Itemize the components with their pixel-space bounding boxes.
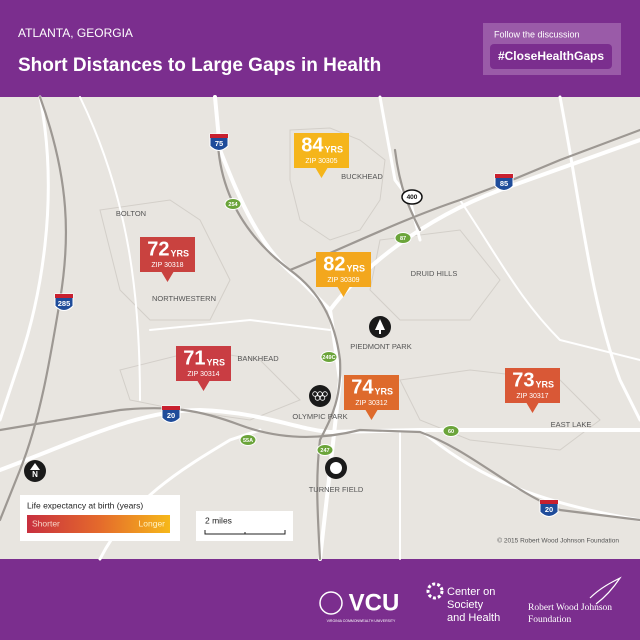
place-label: OLYMPIC PARK bbox=[292, 412, 347, 421]
interstate-shield bbox=[209, 133, 229, 151]
marker-value: 82 bbox=[323, 253, 345, 275]
credit: © 2015 Robert Wood Johnson Foundation bbox=[497, 537, 619, 545]
place-label: BANKHEAD bbox=[237, 354, 279, 363]
marker-value: 74 bbox=[351, 376, 374, 398]
baseball bbox=[330, 462, 342, 474]
state-route-shield bbox=[442, 425, 460, 437]
marker-unit: YRS bbox=[347, 263, 366, 273]
rwjf-wing bbox=[589, 576, 622, 605]
park-tree bbox=[375, 319, 385, 334]
state-route-number: 60 bbox=[448, 429, 454, 435]
marker-unit: YRS bbox=[171, 248, 190, 258]
center-line: Center on bbox=[447, 586, 495, 598]
rwjf-line: Foundation bbox=[528, 615, 572, 625]
location: ATLANTA, GEORGIA bbox=[18, 26, 133, 40]
marker bbox=[294, 133, 349, 178]
marker-zip: ZIP 30305 bbox=[305, 158, 337, 165]
north-label: N bbox=[32, 470, 38, 479]
interstate-band bbox=[540, 500, 558, 504]
state-route-number: 254 bbox=[228, 202, 238, 208]
interstate-band bbox=[55, 294, 73, 298]
place-label: EAST LAKE bbox=[551, 420, 592, 429]
marker-unit: YRS bbox=[207, 357, 226, 367]
interstate-shield bbox=[494, 173, 514, 191]
interstate-number: 85 bbox=[500, 179, 508, 188]
marker-zip: ZIP 30309 bbox=[327, 277, 359, 284]
vcu-logo: VCU bbox=[349, 589, 400, 616]
marker-unit: YRS bbox=[325, 144, 344, 154]
olympic-ring bbox=[319, 395, 326, 401]
center-line: Society bbox=[447, 599, 484, 611]
marker-zip: ZIP 30318 bbox=[151, 262, 183, 269]
place-label: DRUID HILLS bbox=[411, 269, 458, 278]
marker bbox=[316, 252, 371, 297]
interstate-number: 285 bbox=[58, 299, 71, 308]
interstate-band bbox=[210, 134, 228, 138]
marker-value: 73 bbox=[512, 369, 534, 391]
place-label: BUCKHEAD bbox=[341, 172, 383, 181]
interstate-shield bbox=[539, 499, 559, 517]
place-label: NORTHWESTERN bbox=[152, 294, 216, 303]
legend-low: Shorter bbox=[32, 518, 60, 528]
state-route-number: 87 bbox=[400, 236, 406, 242]
us-route-number: 400 bbox=[407, 194, 418, 201]
state-route-shield bbox=[224, 198, 242, 210]
us-route-shield bbox=[401, 189, 423, 205]
marker-value: 71 bbox=[183, 347, 205, 369]
interstate-number: 20 bbox=[545, 505, 553, 514]
vcu-seal bbox=[319, 591, 343, 615]
state-route-number: 249C bbox=[322, 355, 335, 361]
interstate-band bbox=[495, 174, 513, 178]
state-route-shield bbox=[320, 351, 338, 363]
center-line: and Health bbox=[447, 612, 500, 624]
north-arrowhead bbox=[30, 463, 40, 470]
rwjf-line: Robert Wood Johnson bbox=[528, 603, 612, 613]
scale-bar bbox=[204, 530, 286, 535]
place-label: TURNER FIELD bbox=[309, 485, 364, 494]
interstate-shield bbox=[161, 405, 181, 423]
hashtag-pill[interactable] bbox=[490, 44, 612, 69]
state-route-number: 247 bbox=[320, 448, 329, 454]
scale-box bbox=[196, 511, 293, 541]
north-arrow bbox=[24, 460, 46, 482]
interstate-shield bbox=[54, 293, 74, 311]
marker bbox=[140, 237, 195, 282]
center-icon bbox=[426, 582, 444, 600]
state-route-shield bbox=[316, 444, 334, 456]
vcu-full: VIRGINIA COMMONWEALTH UNIVERSITY bbox=[327, 619, 396, 623]
marker-zip: ZIP 30312 bbox=[355, 400, 387, 407]
marker-unit: YRS bbox=[536, 379, 555, 389]
marker-zip: ZIP 30317 bbox=[516, 393, 548, 400]
marker-unit: YRS bbox=[375, 386, 394, 396]
marker bbox=[505, 368, 560, 413]
marker bbox=[344, 375, 399, 420]
state-route-shield bbox=[239, 434, 257, 446]
legend-title: Life expectancy at birth (years) bbox=[27, 500, 143, 510]
follow-text: Follow the discussion bbox=[494, 29, 580, 39]
marker-value: 84 bbox=[301, 134, 324, 156]
scale-label: 2 miles bbox=[205, 515, 232, 525]
legend-gradient bbox=[27, 515, 170, 533]
olympic-ring bbox=[322, 391, 328, 397]
interstate-number: 20 bbox=[167, 411, 175, 420]
legend-high: Longer bbox=[139, 518, 166, 528]
marker-zip: ZIP 30314 bbox=[187, 371, 219, 378]
place-label: BOLTON bbox=[116, 209, 146, 218]
map-layer: BUCKHEAD BOLTON DRUID HILLS NORTHWESTERN PIE… bbox=[54, 133, 592, 517]
marker-value: 72 bbox=[147, 238, 169, 260]
title: Short Distances to Large Gaps in Health bbox=[18, 55, 381, 76]
place-label: PIEDMONT PARK bbox=[350, 342, 411, 351]
state-route-number: 55A bbox=[243, 438, 253, 444]
interstate-number: 75 bbox=[215, 139, 223, 148]
hashtag[interactable]: #CloseHealthGaps bbox=[498, 49, 604, 63]
marker bbox=[176, 346, 231, 391]
interstate-band bbox=[162, 406, 180, 410]
state-route-shield bbox=[394, 232, 412, 244]
